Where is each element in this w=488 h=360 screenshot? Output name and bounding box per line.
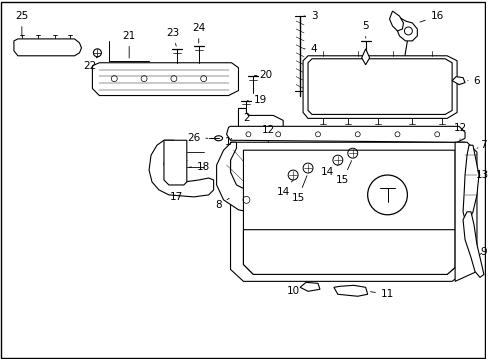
Polygon shape bbox=[238, 108, 283, 138]
Text: 20: 20 bbox=[254, 70, 272, 80]
Text: 15: 15 bbox=[291, 176, 306, 203]
Text: 17: 17 bbox=[170, 192, 183, 202]
Polygon shape bbox=[163, 140, 186, 185]
Text: 25: 25 bbox=[15, 11, 28, 36]
Text: 26: 26 bbox=[187, 133, 207, 143]
Text: 2: 2 bbox=[243, 113, 249, 126]
Polygon shape bbox=[307, 59, 451, 114]
Text: 15: 15 bbox=[336, 161, 351, 185]
Text: 14: 14 bbox=[321, 165, 337, 177]
Text: 12: 12 bbox=[452, 123, 466, 139]
Polygon shape bbox=[243, 230, 454, 274]
Polygon shape bbox=[92, 63, 238, 95]
Text: 13: 13 bbox=[475, 170, 488, 180]
Polygon shape bbox=[462, 145, 478, 220]
Polygon shape bbox=[243, 150, 454, 274]
Polygon shape bbox=[14, 39, 81, 56]
Text: 3: 3 bbox=[303, 11, 317, 21]
Text: 22: 22 bbox=[82, 57, 97, 71]
Polygon shape bbox=[361, 49, 369, 65]
Polygon shape bbox=[451, 77, 464, 85]
Text: 10: 10 bbox=[286, 286, 299, 296]
Polygon shape bbox=[454, 142, 476, 282]
Polygon shape bbox=[303, 56, 456, 118]
Text: 6: 6 bbox=[467, 76, 479, 86]
Text: 8: 8 bbox=[215, 198, 229, 210]
Text: 21: 21 bbox=[122, 31, 136, 58]
Text: 1: 1 bbox=[225, 137, 231, 147]
Text: 23: 23 bbox=[166, 28, 179, 46]
Polygon shape bbox=[462, 212, 483, 278]
Text: 24: 24 bbox=[192, 23, 205, 43]
Polygon shape bbox=[149, 140, 213, 197]
Polygon shape bbox=[216, 142, 278, 214]
Text: 4: 4 bbox=[303, 44, 317, 54]
Polygon shape bbox=[226, 126, 464, 142]
Text: 11: 11 bbox=[369, 289, 393, 299]
Polygon shape bbox=[389, 11, 403, 31]
Text: 9: 9 bbox=[479, 247, 486, 257]
Text: 16: 16 bbox=[419, 11, 443, 22]
Polygon shape bbox=[333, 285, 367, 296]
Text: 5: 5 bbox=[362, 21, 368, 38]
Text: 12: 12 bbox=[261, 125, 274, 142]
Polygon shape bbox=[395, 16, 416, 41]
Polygon shape bbox=[230, 142, 464, 282]
Polygon shape bbox=[300, 282, 319, 291]
Text: 14: 14 bbox=[276, 180, 292, 197]
Text: 18: 18 bbox=[189, 162, 210, 172]
Text: 19: 19 bbox=[247, 95, 266, 104]
Text: 7: 7 bbox=[476, 140, 486, 150]
